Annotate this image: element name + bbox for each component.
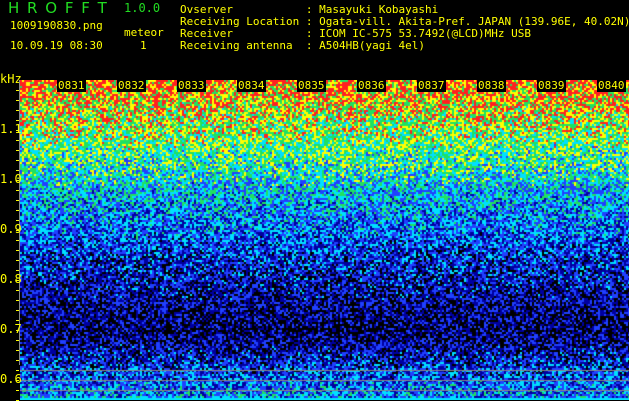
file-name: 1009190830.png xyxy=(10,19,103,32)
x-tick-label: 0839 xyxy=(537,79,566,92)
x-tick-label: 0835 xyxy=(297,79,326,92)
y-tick xyxy=(16,310,19,311)
info-label: Ovserver xyxy=(180,3,306,16)
y-tick xyxy=(16,160,19,161)
y-tick xyxy=(16,330,19,331)
y-tick xyxy=(16,220,19,221)
meteor-label: meteor xyxy=(124,26,164,39)
y-tick xyxy=(16,200,19,201)
x-tick-label: 0832 xyxy=(117,79,146,92)
info-label: Receiver xyxy=(180,27,306,40)
y-tick xyxy=(16,390,19,391)
y-tick xyxy=(16,260,19,261)
y-tick-label: 0.9 xyxy=(0,222,22,236)
y-tick xyxy=(16,240,19,241)
y-tick xyxy=(16,320,19,321)
y-tick xyxy=(16,190,19,191)
y-tick xyxy=(16,110,19,111)
x-tick-label: 0838 xyxy=(477,79,506,92)
info-value: : Masayuki Kobayashi xyxy=(305,3,439,16)
x-tick-label: 0834 xyxy=(237,79,266,92)
meteor-count: 1 xyxy=(140,39,147,52)
y-tick xyxy=(16,300,19,301)
x-tick-label: 0831 xyxy=(57,79,86,92)
y-tick xyxy=(16,250,19,251)
y-tick xyxy=(16,130,19,131)
y-tick-label: 1.0 xyxy=(0,172,22,186)
x-tick-label: 0836 xyxy=(357,79,386,92)
y-tick xyxy=(16,150,19,151)
y-tick xyxy=(16,340,19,341)
x-tick-label: 0837 xyxy=(417,79,446,92)
spectrogram xyxy=(20,80,629,400)
y-tick xyxy=(16,280,19,281)
y-tick xyxy=(16,290,19,291)
app-version: 1.0.0 xyxy=(124,1,161,15)
y-tick xyxy=(16,380,19,381)
info-label: Receiving antenna xyxy=(180,39,306,52)
y-tick xyxy=(16,270,19,271)
info-value: : Ogata-vill. Akita-Pref. JAPAN (139.96E… xyxy=(305,15,629,28)
y-tick xyxy=(16,170,19,171)
y-tick xyxy=(16,370,19,371)
info-antenna: Receiving antenna : A504HB(yagi 4el) xyxy=(180,40,425,52)
y-tick xyxy=(16,140,19,141)
app-title: H R O F F T xyxy=(8,0,109,17)
y-tick-label: 1.1 xyxy=(0,122,22,136)
y-tick xyxy=(16,360,19,361)
y-tick xyxy=(16,90,19,91)
y-axis-line xyxy=(19,80,20,365)
y-tick xyxy=(16,180,19,181)
y-tick xyxy=(16,210,19,211)
info-location: Receiving Location : Ogata-vill. Akita-P… xyxy=(180,16,629,28)
y-tick xyxy=(16,350,19,351)
y-axis-label: kHz xyxy=(0,72,22,86)
y-tick xyxy=(16,230,19,231)
info-observer: Ovserver : Masayuki Kobayashi xyxy=(180,4,438,16)
x-tick-label: 0833 xyxy=(177,79,206,92)
info-value: : A504HB(yagi 4el) xyxy=(305,39,426,52)
y-tick-label: 0.6 xyxy=(0,372,22,386)
datetime: 10.09.19 08:30 xyxy=(10,39,103,52)
info-receiver: Receiver : ICOM IC-575 53.7492(@LCD)MHz … xyxy=(180,28,531,40)
info-label: Receiving Location xyxy=(180,15,306,28)
y-tick xyxy=(16,120,19,121)
x-tick-label: 0840 xyxy=(597,79,626,92)
info-value: : ICOM IC-575 53.7492(@LCD)MHz USB xyxy=(305,27,532,40)
y-tick xyxy=(16,100,19,101)
y-tick-label: 0.7 xyxy=(0,322,22,336)
y-tick-label: 0.8 xyxy=(0,272,22,286)
